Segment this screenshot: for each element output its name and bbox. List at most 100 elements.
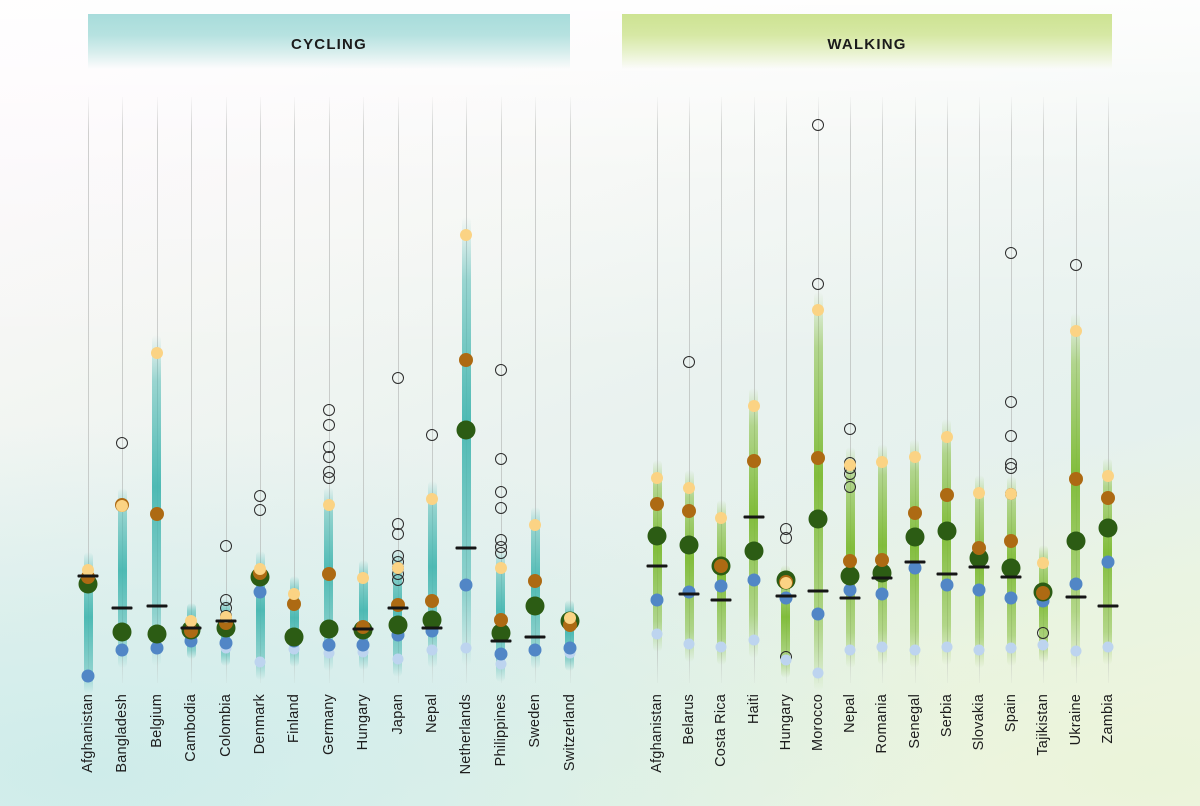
category-label: Afghanistan	[80, 694, 96, 773]
median-tick	[1065, 595, 1087, 599]
quantile-dot-light-orange	[529, 519, 542, 531]
density-band	[565, 600, 575, 671]
outlier-circle	[219, 540, 232, 552]
axis-line	[979, 97, 980, 683]
panel-header-walking: WALKING	[622, 14, 1112, 69]
quantile-dot-blue	[322, 638, 336, 652]
quantile-dot-blue	[81, 669, 95, 683]
category-label: Nepal	[424, 694, 440, 733]
outlier-circle	[322, 404, 335, 416]
outlier-circle	[1005, 247, 1018, 259]
quantile-dot-light-orange	[391, 562, 404, 574]
outlier-circle	[322, 472, 335, 484]
outlier-circle	[116, 437, 129, 449]
quantile-dot-brown	[1004, 534, 1019, 548]
outlier-circle	[391, 372, 404, 384]
density-band	[289, 576, 299, 667]
quantile-dot-brown	[356, 620, 371, 634]
quantile-dot-brown	[811, 451, 825, 465]
quantile-dot-light-blue	[460, 642, 472, 654]
median-tick	[180, 626, 202, 630]
quantile-dot-brown	[1068, 472, 1083, 486]
axis-line	[432, 97, 433, 683]
axis-line	[191, 97, 193, 683]
category-label: Colombia	[217, 694, 234, 757]
outlier-circle	[494, 453, 507, 465]
density-band	[652, 460, 662, 652]
median-tick	[111, 606, 133, 610]
quantile-dot-light-orange	[357, 572, 370, 584]
quantile-dot-light-blue	[357, 646, 369, 658]
axis-line	[1011, 97, 1013, 683]
quantile-dot-brown	[149, 507, 164, 521]
quantile-dot-blue	[1004, 591, 1018, 605]
axis-line	[850, 97, 852, 683]
quantile-dot-light-orange	[651, 472, 663, 484]
density-band	[393, 550, 403, 677]
quantile-dot-blue	[459, 578, 473, 592]
quantile-dot-brown	[714, 559, 729, 573]
quantile-dot-dark-green	[1001, 558, 1021, 578]
quantile-dot-light-orange	[322, 499, 335, 511]
quantile-dot-dark-green	[937, 521, 957, 541]
density-band	[461, 217, 471, 666]
median-tick	[743, 515, 765, 519]
quantile-dot-light-orange	[683, 482, 696, 494]
quantile-dot-light-blue	[254, 656, 266, 668]
quantile-dot-blue	[779, 591, 793, 605]
axis-line	[363, 97, 365, 683]
quantile-dot-dark-green	[647, 526, 667, 546]
outlier-circle	[322, 451, 335, 463]
quantile-dot-light-blue	[1070, 645, 1082, 657]
axis-line	[914, 97, 916, 683]
outlier-circle	[254, 490, 266, 502]
category-label: Zambia	[1099, 694, 1116, 744]
quantile-dot-light-blue	[1102, 641, 1114, 653]
outlier-circle	[254, 504, 266, 516]
median-tick	[678, 592, 700, 596]
category-label: Switzerland	[561, 694, 578, 772]
axis-line	[657, 97, 658, 683]
quantile-dot-light-blue	[323, 647, 335, 659]
quantile-dot-blue	[1101, 555, 1115, 569]
outlier-circle	[494, 502, 507, 514]
quantile-dot-blue	[650, 593, 664, 607]
quantile-dot-light-orange	[150, 347, 163, 359]
quantile-dot-light-blue	[812, 667, 824, 679]
category-label: Spain	[1003, 694, 1020, 733]
quantile-dot-blue	[714, 579, 728, 593]
category-label: Finland	[286, 694, 303, 743]
median-tick	[146, 604, 168, 608]
category-label: Romania	[874, 694, 891, 754]
quantile-dot-brown	[939, 488, 954, 502]
quantile-dot-brown	[650, 497, 664, 511]
outlier-circle	[779, 532, 792, 544]
density-band	[117, 488, 127, 668]
quantile-dot-light-orange	[812, 304, 824, 316]
outlier-circle	[1069, 259, 1082, 271]
quantile-dot-blue	[875, 587, 889, 601]
quantile-dot-dark-green	[388, 615, 408, 635]
quantile-dot-dark-green	[456, 420, 476, 440]
median-tick	[524, 635, 546, 639]
median-tick	[904, 560, 926, 564]
axis-line	[88, 97, 89, 683]
median-tick	[775, 594, 797, 598]
quantile-dot-blue	[253, 585, 267, 599]
quantile-dot-dark-green	[112, 622, 132, 642]
quantile-dot-dark-green	[491, 623, 511, 643]
quantile-dot-blue	[528, 643, 542, 657]
quantile-dot-light-orange	[973, 487, 985, 499]
quantile-dot-dark-green	[147, 624, 167, 644]
quantile-dot-light-orange	[1069, 325, 1082, 337]
quantile-dot-light-blue	[1005, 642, 1017, 654]
quantile-dot-light-blue	[1037, 639, 1049, 651]
quantile-dot-light-orange	[715, 512, 728, 524]
density-band	[749, 388, 759, 658]
quantile-dot-light-orange	[185, 615, 198, 627]
outlier-circle	[844, 481, 857, 493]
quantile-dot-blue	[150, 641, 164, 655]
axis-line	[122, 97, 124, 683]
axis-line	[721, 97, 723, 683]
quantile-dot-light-orange	[1101, 470, 1114, 482]
